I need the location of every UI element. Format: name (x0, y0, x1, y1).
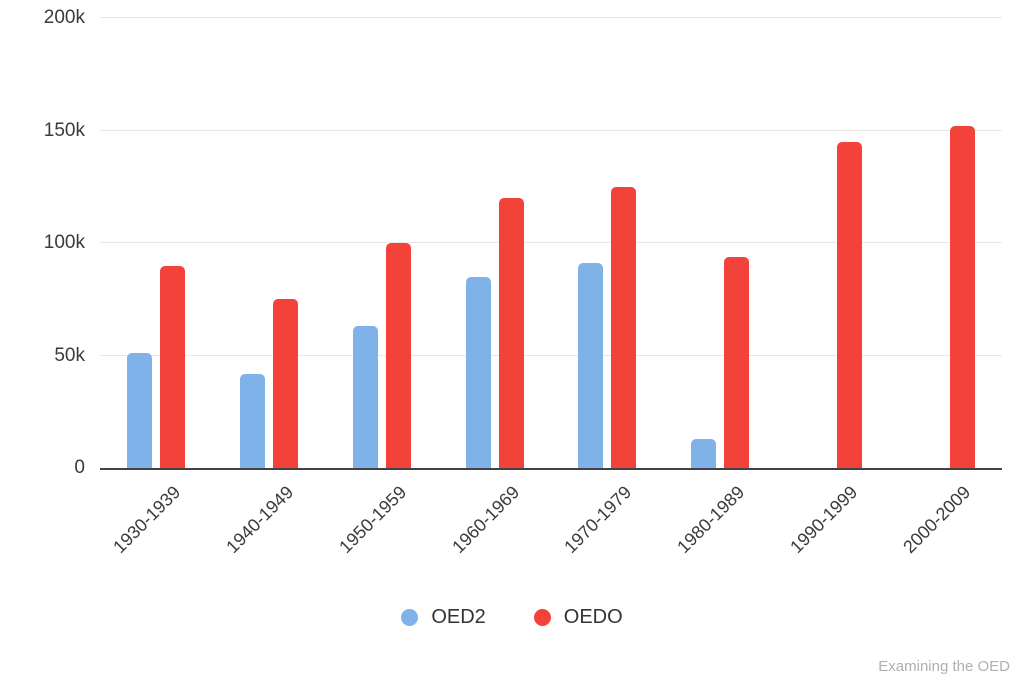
legend-label-oed2: OED2 (431, 606, 486, 628)
bar-oed2-1960-1969 (465, 276, 491, 468)
bar-group (551, 18, 664, 468)
legend-item-oed2[interactable]: OED2 (401, 606, 486, 629)
bar-oed2-1950-1959 (352, 326, 378, 468)
x-tick-slot: 1950-1959 (326, 470, 439, 592)
bar-group (213, 18, 326, 468)
y-tick-label: 200k (43, 7, 85, 28)
x-tick-label: 1940-1949 (222, 482, 298, 558)
x-tick-slot: 2000-2009 (889, 470, 1002, 592)
y-tick-label: 50k (54, 344, 85, 366)
chart-credit: Examining the OED (878, 658, 1010, 675)
x-tick-label: 1990-1999 (785, 482, 862, 558)
gridline (100, 129, 1002, 131)
plot-area (100, 17, 1002, 470)
legend-marker-oedo-icon (533, 609, 551, 626)
bar-oed2-1930-1939 (127, 353, 153, 468)
bar-oedo-1950-1959 (385, 243, 411, 468)
legend: OED2 OEDO (0, 606, 1024, 629)
x-tick-slot: 1930-1939 (100, 470, 213, 592)
bar-group (664, 18, 777, 468)
bar-oedo-2000-2009 (949, 126, 975, 468)
x-tick-label: 1970-1979 (560, 482, 636, 558)
x-tick-label: 1930-1939 (109, 482, 185, 558)
bar-group (100, 18, 213, 468)
legend-label-oedo: OEDO (563, 606, 623, 628)
x-tick-label: 1950-1959 (334, 482, 411, 558)
y-tick-label: 0 (74, 457, 85, 478)
gridline (100, 17, 1002, 18)
bar-oedo-1990-1999 (836, 141, 862, 468)
legend-item-oedo[interactable]: OEDO (533, 606, 623, 629)
plot-column: 1930-1939 1940-1949 1950-1959 1960-1969 1970… (100, 17, 1002, 592)
bar-oedo-1960-1969 (498, 198, 524, 468)
bar-group (438, 18, 551, 468)
chart-area: 0 50k 100k 150k 200k 1930-1939 1940-1949 1950-… (0, 7, 1002, 592)
bar-group (777, 18, 890, 468)
x-tick-slot: 1990-1999 (777, 470, 890, 592)
legend-marker-oed2-icon (401, 609, 419, 626)
x-tick-label: 1980-1989 (673, 482, 749, 558)
x-tick-slot: 1980-1989 (664, 470, 777, 592)
bar-group (889, 18, 1002, 468)
gridline (100, 354, 1002, 356)
x-tick-label: 1960-1969 (447, 482, 523, 558)
bar-oedo-1930-1939 (160, 265, 186, 468)
bar-oed2-1980-1989 (691, 438, 717, 468)
x-tick-slot: 1940-1949 (213, 470, 326, 592)
bar-group (326, 18, 439, 468)
x-tick-slot: 1970-1979 (551, 470, 664, 592)
x-tick-label: 2000-2009 (898, 482, 974, 558)
bar-oedo-1980-1989 (724, 256, 750, 468)
y-axis: 0 50k 100k 150k 200k (0, 7, 100, 478)
bar-oed2-1940-1949 (240, 373, 266, 468)
bar-oedo-1940-1949 (273, 299, 299, 468)
bar-oedo-1970-1979 (611, 186, 637, 468)
gridline (100, 242, 1002, 243)
y-tick-label: 100k (43, 232, 85, 253)
y-tick-label: 150k (43, 119, 85, 141)
bar-oed2-1970-1979 (578, 263, 604, 468)
x-tick-slot: 1960-1969 (438, 470, 551, 592)
x-axis: 1930-1939 1940-1949 1950-1959 1960-1969 1970… (100, 470, 1002, 592)
